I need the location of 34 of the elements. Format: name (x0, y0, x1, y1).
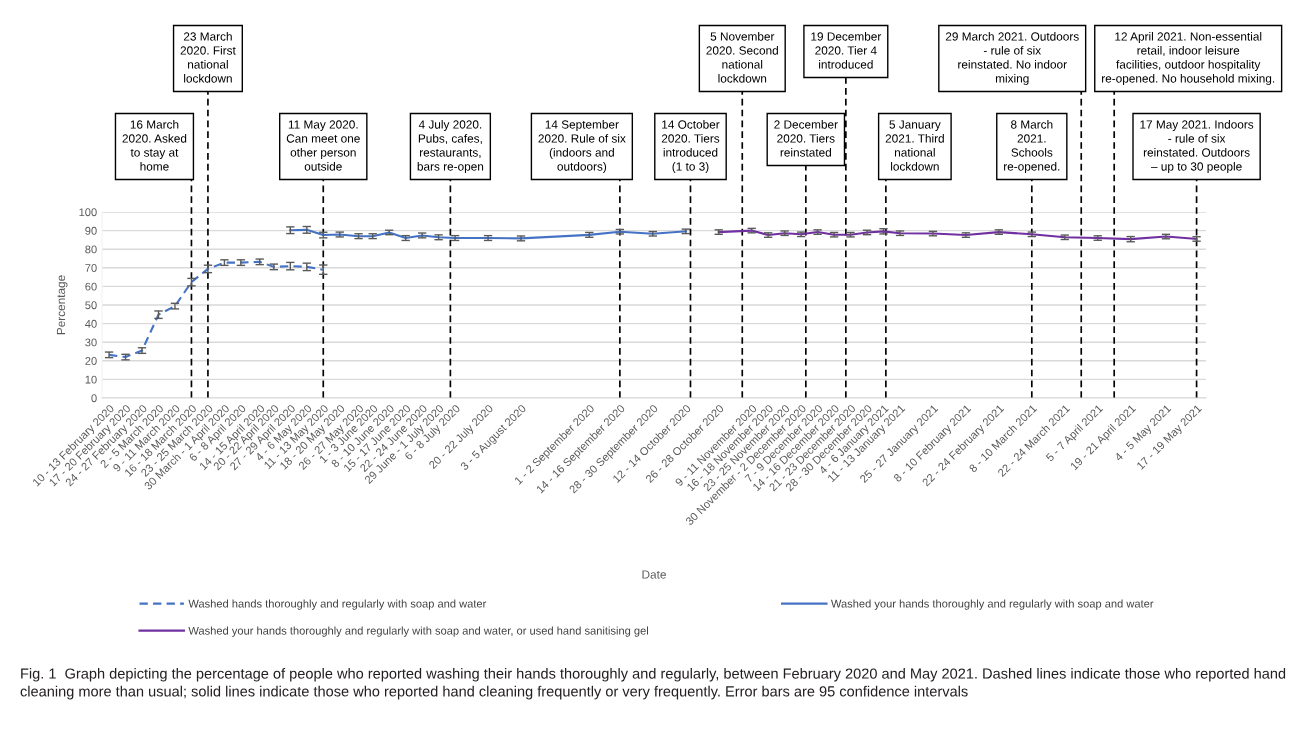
ref-line-label: 14 September 2020. Rule of six (indoors and outdoors) (538, 120, 626, 173)
y-tick-label: 80 (85, 245, 97, 254)
line-series (289, 228, 687, 240)
y-tick-label: 0 (91, 394, 97, 403)
y-tick-label: 40 (85, 319, 97, 328)
y-tick-label: 20 (85, 357, 97, 365)
legend-label: Washed your hands thoroughly and regularly with soap and water (830, 599, 1154, 610)
ref-line-label: 23 March 2020. First national lockdown (180, 32, 236, 83)
line-series (108, 260, 325, 359)
y-tick-label: 100 (79, 208, 97, 217)
y-axis-title: Percentage (56, 275, 68, 335)
ref-line-label: 5 January 2021. Third national lockdown (885, 120, 944, 171)
x-axis-title: Date (642, 570, 666, 579)
y-tick-label: 10 (85, 375, 97, 384)
ref-line-label: 5 November 2020. Second national lockdown (706, 32, 778, 83)
ref-line-label: 11 May 2020. Can meet one other person outside (286, 120, 360, 171)
legend-label: Washed your hands thoroughly and regularly with soap and water, or used hand sanitising gel (188, 626, 648, 637)
y-tick-label: 60 (85, 282, 97, 291)
ref-line-label: 16 March 2020. Asked to stay at home (122, 120, 187, 171)
y-tick-label: 50 (85, 301, 97, 310)
y-tick-label: 70 (85, 264, 97, 272)
ref-line-label: 12 April 2021. Non-essential retail, indoor leisure facilities, outdoor hospitality re-opened. No household mixing. (1102, 32, 1275, 85)
ref-line-label: 8 March 2021. Schools re-opened. (1004, 120, 1060, 173)
line-series (717, 229, 1198, 241)
ref-line-label: 17 May 2021. Indoors - rule of six reinstated. Outdoors – up to 30 people (1140, 120, 1254, 173)
y-tick-label: 90 (85, 226, 97, 235)
ref-line-label: 29 March 2021. Outdoors - rule of six reinstated. No indoor mixing (945, 32, 1079, 85)
ref-line-label: 2 December 2020. Tiers reinstated (774, 120, 838, 157)
ref-line-label: 19 December 2020. Tier 4 introduced (811, 32, 882, 69)
caption: Fig. 1 Graph depicting the percentage of people who reported washing their hands thoroughly and regularly, between February 2020 and May 2021. Dashed lines indicate those who reported hand cleaning more than usual; solid lines indicate those who reported hand cleaning frequently or very frequently. Error bars are 95 confidence intervals (20, 668, 1286, 700)
y-tick-label: 30 (85, 338, 97, 347)
ref-line-label: 14 October 2020. Tiers introduced (1 to 3) (661, 120, 720, 173)
ref-line-label: 4 July 2020. Pubs, cafes, restaurants, bars re-open (417, 120, 484, 173)
legend-label: Washed hands thoroughly and regularly with soap and water (188, 599, 487, 610)
